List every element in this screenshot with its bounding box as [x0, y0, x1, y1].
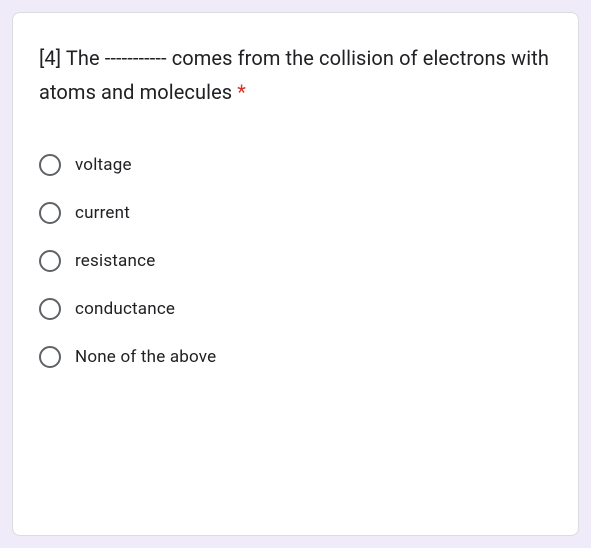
radio-icon [39, 346, 61, 368]
radio-icon [39, 298, 61, 320]
option-none-of-the-above[interactable]: None of the above [39, 333, 552, 381]
option-current[interactable]: current [39, 189, 552, 237]
required-marker: * [237, 80, 246, 104]
radio-icon [39, 202, 61, 224]
radio-icon [39, 250, 61, 272]
option-label: resistance [75, 251, 155, 271]
option-conductance[interactable]: conductance [39, 285, 552, 333]
option-label: None of the above [75, 347, 216, 367]
question-card: [4] The ----------- comes from the colli… [12, 12, 579, 536]
question-text: [4] The ----------- comes from the colli… [39, 41, 552, 109]
option-label: conductance [75, 299, 175, 319]
radio-icon [39, 154, 61, 176]
option-label: voltage [75, 155, 132, 175]
option-voltage[interactable]: voltage [39, 141, 552, 189]
question-text-content: [4] The ----------- comes from the colli… [39, 46, 549, 104]
option-label: current [75, 203, 130, 223]
options-container: voltage current resistance conductance N… [39, 141, 552, 381]
option-resistance[interactable]: resistance [39, 237, 552, 285]
